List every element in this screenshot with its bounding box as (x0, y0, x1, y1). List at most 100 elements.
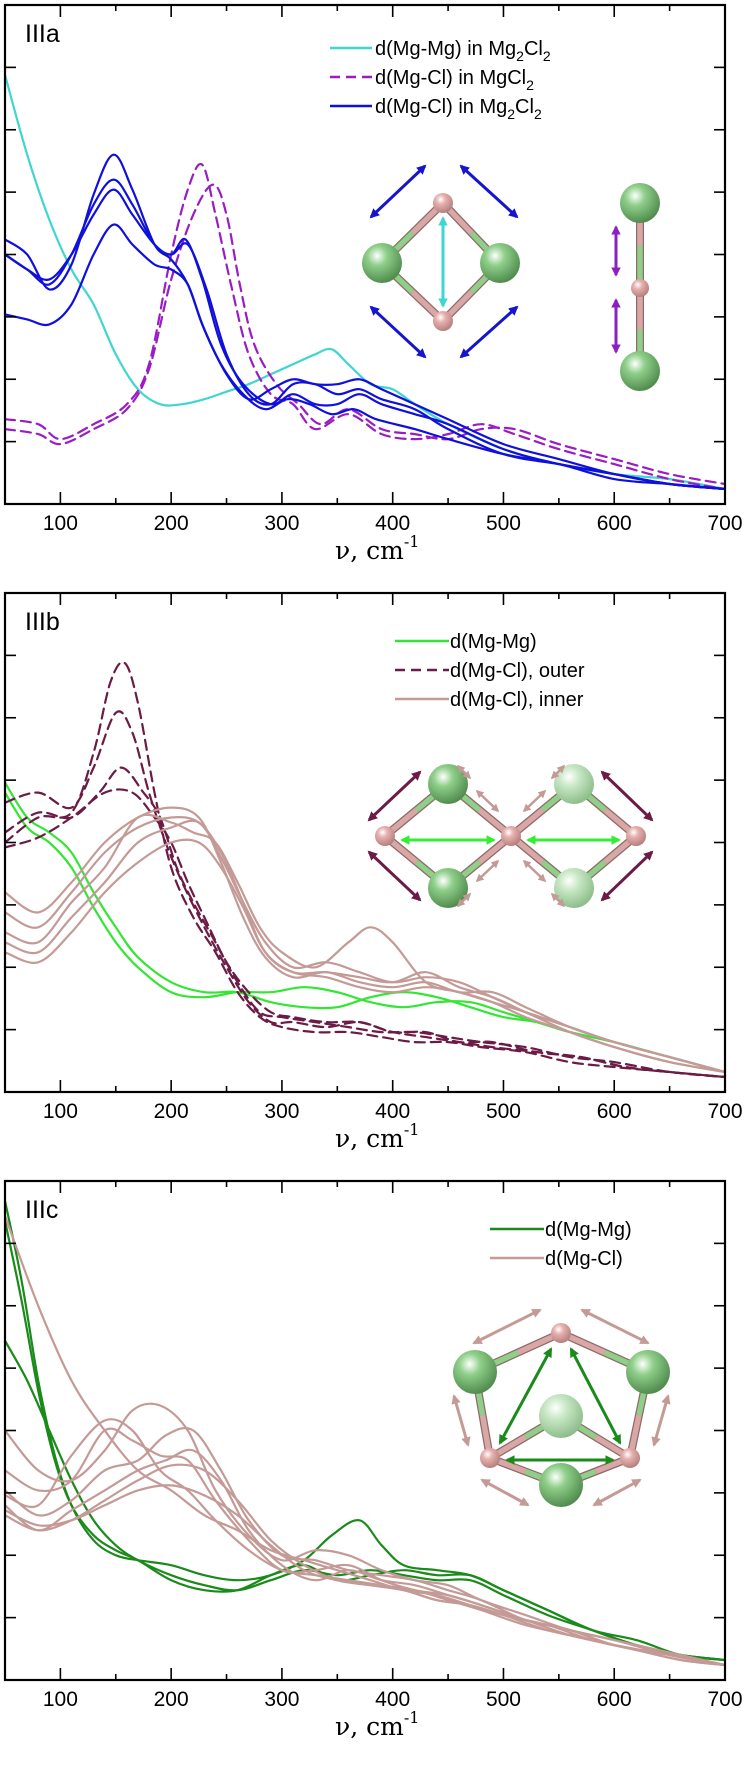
x-tick-label: 200 (154, 1100, 189, 1123)
mg-cl-arrow (651, 1394, 671, 1447)
inner-mg-cl-arrow (456, 892, 472, 908)
legend: d(Mg-Mg) in Mg2Cl2 d(Mg-Cl) in MgCl2 d(Mg-… (330, 38, 551, 122)
x-tick-label: 200 (154, 1688, 189, 1711)
mg-atom-small (620, 1448, 640, 1468)
x-tick-label: 200 (154, 512, 189, 535)
cl-atom (620, 183, 660, 223)
x-tick-label: 600 (597, 1100, 632, 1123)
cl-atom (539, 1463, 583, 1507)
legend-entry: d(Mg-Cl) in Mg2Cl2 (375, 96, 542, 122)
mg-atom-small (501, 826, 521, 846)
cl-atom (620, 351, 660, 391)
mg-cl-arrow (451, 1394, 471, 1447)
series-line-3 (5, 661, 725, 1079)
inner-mg-cl-arrow (522, 789, 547, 813)
inner-mg-cl-arrow (456, 764, 472, 780)
x-tick-label: 600 (597, 1688, 632, 1711)
series-line-7 (5, 223, 725, 491)
series-line-1 (5, 781, 725, 1074)
legend: d(Mg-Mg) d(Mg-Cl) (490, 1219, 632, 1270)
series-line-1 (5, 73, 725, 491)
x-tick-label: 400 (375, 512, 410, 535)
inner-mg-cl-arrow (522, 859, 547, 883)
x-tick-label: 400 (375, 1100, 410, 1123)
panel-iiib: 100 200 300 400 500 600 700 ν, cm-1 IIIb d(Mg-Mg)… (3, 591, 743, 1153)
mg-cl-stretch-arrow (369, 305, 427, 359)
outer-mg-cl-arrow (600, 850, 654, 902)
mg-cl-arrow (472, 1308, 542, 1345)
cl-atom (626, 1350, 670, 1394)
x-tick-label: 500 (486, 512, 521, 535)
series-line-8 (5, 816, 725, 1074)
series-line-5 (5, 178, 725, 491)
mg-cl-arrow (592, 1478, 642, 1507)
mg-cl-stretch-arrow (459, 164, 519, 219)
mg-atom-small (551, 1323, 571, 1343)
series-line-2 (5, 162, 725, 491)
series-line-6 (5, 788, 725, 1079)
x-tick-label: 700 (707, 1688, 742, 1711)
legend-entry: d(Mg-Mg) in Mg2Cl2 (375, 38, 551, 64)
panel-label: IIIc (25, 1196, 58, 1224)
inner-mg-cl-arrow (550, 764, 566, 780)
legend-entry: d(Mg-Cl) in MgCl2 (375, 67, 534, 93)
x-tick-label: 600 (597, 512, 632, 535)
series-line-11 (5, 838, 725, 1074)
x-tick-label: 400 (375, 1688, 410, 1711)
mg-cl-stretch-arrow (459, 305, 519, 359)
legend-entry: d(Mg-Cl), inner (450, 689, 584, 711)
panel-label: IIIb (25, 608, 60, 636)
outer-mg-cl-arrow (367, 770, 422, 822)
mg-cl-stretch-arrow (369, 164, 427, 219)
series-group (5, 73, 725, 491)
panel-iiic: 100 200 300 400 500 600 700 ν, cm-1 IIIc d(Mg-Mg)… (3, 1179, 743, 1741)
cl-atom (362, 243, 402, 283)
x-axis-label: ν, cm-1 (335, 1120, 419, 1153)
molecule-diagrams (362, 164, 671, 1507)
x-axis-label: ν, cm-1 (335, 532, 419, 565)
plot-frame (3, 591, 727, 1094)
x-tick-label: 100 (43, 512, 78, 535)
x-tick-label: 700 (707, 512, 742, 535)
series-line-5 (5, 766, 725, 1079)
series-line-3 (5, 183, 725, 486)
x-tick-label: 100 (43, 1100, 78, 1123)
x-tick-label: 700 (707, 1100, 742, 1123)
outer-mg-cl-arrow (600, 770, 654, 822)
x-tick-label: 500 (486, 1100, 521, 1123)
mg-cl-arrow (580, 1308, 650, 1345)
panel-label: IIIa (25, 20, 60, 48)
series-line-10 (5, 819, 725, 1074)
series-line-8 (5, 1448, 725, 1667)
series-group (5, 1199, 725, 1667)
mg-atom-small (631, 279, 649, 297)
x-tick-label: 500 (486, 1688, 521, 1711)
series-line-11 (5, 1484, 725, 1667)
x-axis-label: ν, cm-1 (335, 1708, 419, 1741)
legend-entry: d(Mg-Mg) (545, 1219, 632, 1241)
mg-atom-small (480, 1448, 500, 1468)
series-group (5, 661, 725, 1079)
inner-mg-cl-arrow (550, 892, 566, 908)
cl-atom (453, 1350, 497, 1394)
cl-atom (539, 1394, 583, 1438)
x-tick-label: 100 (43, 1688, 78, 1711)
inner-mg-cl-arrow (475, 859, 500, 883)
x-tick-label: 300 (264, 1100, 299, 1123)
panel-iiia: 100 200 300 400 500 600 700 ν, cm-1 IIIa d(Mg-Mg)… (3, 3, 743, 565)
mg-atom-small (433, 193, 453, 213)
mg-mg-stretch-arrow (498, 1347, 553, 1445)
mg-atom-small (626, 826, 646, 846)
inner-mg-cl-arrow (475, 789, 500, 813)
legend-entry: d(Mg-Cl), outer (450, 660, 585, 682)
x-tick-label: 300 (264, 512, 299, 535)
cl-atom (480, 243, 520, 283)
legend-entry: d(Mg-Mg) (450, 631, 537, 653)
legend-entry: d(Mg-Cl) (545, 1248, 623, 1270)
outer-mg-cl-arrow (367, 850, 422, 902)
mg-atom-small (375, 826, 395, 846)
mg-mg-stretch-arrow (569, 1347, 622, 1445)
x-tick-label: 300 (264, 1688, 299, 1711)
mg-atom-small (433, 311, 453, 331)
